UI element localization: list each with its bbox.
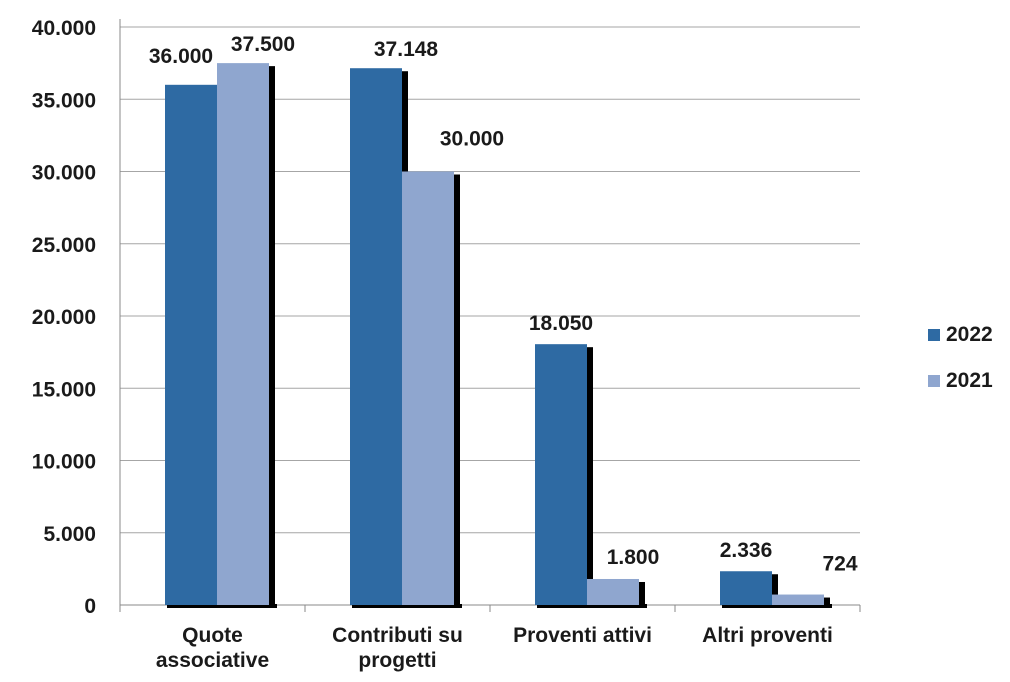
legend-label: 2021 <box>946 369 993 392</box>
bar-base-shadow <box>167 604 277 608</box>
y-tick-label: 25.000 <box>32 234 96 257</box>
x-tick-label: Contributi su <box>332 624 463 647</box>
x-tick-label: progetti <box>358 649 436 672</box>
bar-2022-0 <box>165 84 217 606</box>
bar-base-shadow <box>722 604 832 608</box>
data-label: 37.500 <box>231 33 295 56</box>
y-tick-label: 5.000 <box>43 523 96 546</box>
y-tick-label: 0 <box>84 595 96 618</box>
y-tick-label: 20.000 <box>32 306 96 329</box>
data-label: 724 <box>822 553 857 576</box>
bar-base-shadow <box>537 604 647 608</box>
bar-2022-2 <box>535 344 587 605</box>
bar-2022-3 <box>720 571 772 605</box>
x-tick-label: Proventi attivi <box>513 624 652 647</box>
y-tick-label: 30.000 <box>32 162 96 185</box>
y-tick-label: 15.000 <box>32 378 96 401</box>
bar-2021-2 <box>587 578 639 605</box>
x-tick-label: Quote <box>182 624 243 647</box>
bar-2021-1 <box>402 171 454 605</box>
legend: 2022 2021 <box>928 323 993 392</box>
data-label: 30.000 <box>440 128 504 151</box>
legend-swatch-2022 <box>928 329 940 341</box>
data-label: 2.336 <box>720 539 773 562</box>
data-label: 18.050 <box>529 312 593 335</box>
bar-2021-0 <box>217 63 269 605</box>
bars <box>165 63 832 608</box>
bar-2021-3 <box>772 594 824 605</box>
y-tick-label: 10.000 <box>32 451 96 474</box>
x-tick-label: associative <box>156 649 269 672</box>
data-label: 36.000 <box>149 45 213 68</box>
legend-label: 2022 <box>946 323 993 346</box>
legend-swatch-2021 <box>928 375 940 387</box>
bar-base-shadow <box>352 604 462 608</box>
x-tick-label: Altri proventi <box>702 624 833 647</box>
data-label: 37.148 <box>374 38 439 61</box>
y-tick-label: 35.000 <box>32 89 96 112</box>
bar-2022-1 <box>350 68 402 605</box>
y-tick-label: 40.000 <box>32 17 96 40</box>
data-labels: 36.000 37.148 18.050 2.336 37.500 30.000 1.800… <box>149 33 858 575</box>
data-label: 1.800 <box>607 546 660 569</box>
